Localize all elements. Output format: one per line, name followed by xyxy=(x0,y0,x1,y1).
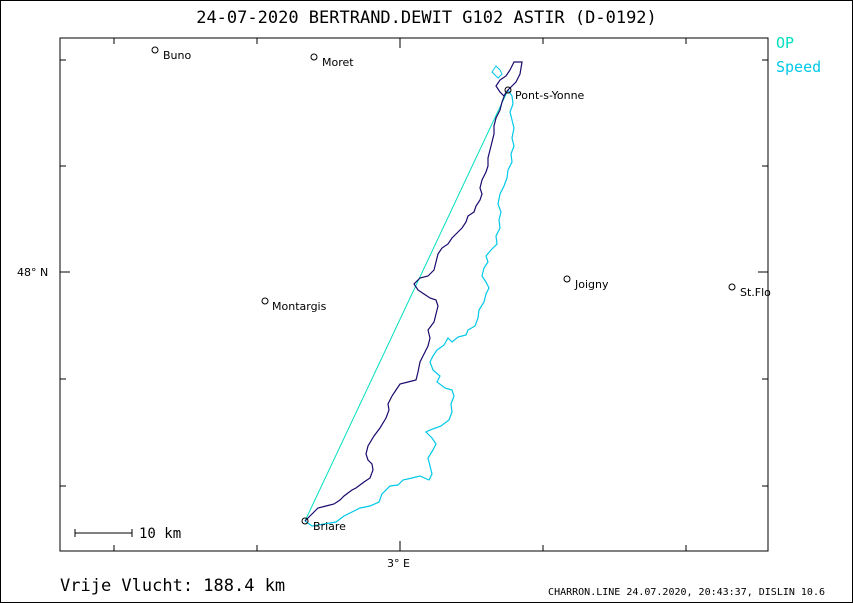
town-marker xyxy=(301,517,309,525)
page-title: 24-07-2020 BERTRAND.DEWIT G102 ASTIR (D-… xyxy=(196,8,657,28)
town-label-pont-s-yonne: Pont-s-Yonne xyxy=(515,89,585,102)
towns xyxy=(151,46,736,525)
town-marker xyxy=(504,86,512,94)
render-stamp: CHARRON.LINE 24.07.2020, 20:43:37, DISLI… xyxy=(548,587,825,598)
town-label-joigny: Joigny xyxy=(574,278,609,291)
lon-label: 3° E xyxy=(387,557,410,570)
town-marker xyxy=(151,46,159,54)
distance-summary: Vrije Vlucht: 188.4 km xyxy=(60,576,286,596)
town-marker xyxy=(310,53,318,61)
track-loops xyxy=(491,65,503,79)
legend-op: OP xyxy=(776,34,795,52)
lat-ticks xyxy=(60,59,768,487)
town-label-buno: Buno xyxy=(163,49,191,62)
town-marker xyxy=(261,297,269,305)
town-label-montargis: Montargis xyxy=(272,300,327,313)
town-label-briare: Briare xyxy=(313,520,346,533)
legend-speed: Speed xyxy=(776,58,822,76)
lon-ticks xyxy=(113,38,687,551)
op-line xyxy=(304,89,509,522)
scale-bar xyxy=(74,529,133,537)
lat-label: 48° N xyxy=(17,266,48,279)
town-marker xyxy=(563,275,571,283)
scale-label: 10 km xyxy=(139,526,181,542)
town-marker xyxy=(728,283,736,291)
track-return xyxy=(304,89,515,527)
town-label-moret: Moret xyxy=(322,56,354,69)
map-frame xyxy=(59,37,769,552)
town-label-st-flo: St.Flo xyxy=(740,286,771,299)
